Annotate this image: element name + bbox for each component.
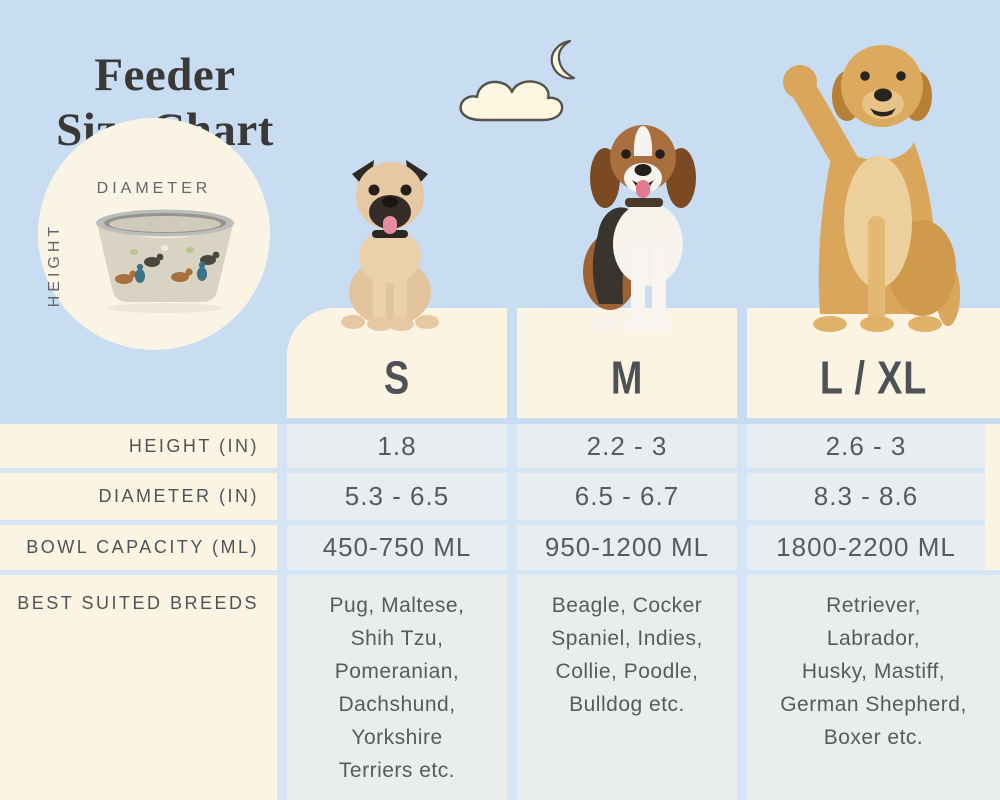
diameter-label: DIAMETER bbox=[96, 180, 212, 197]
height-value-s: 1.8 bbox=[287, 424, 507, 468]
cloud-icon bbox=[450, 72, 572, 129]
height-label: HEIGHT bbox=[46, 222, 63, 308]
diameter-value-lxl: 8.3 - 8.6 bbox=[747, 473, 985, 520]
diameter-value-s: 5.3 - 6.5 bbox=[287, 473, 507, 520]
capacity-value-s: 450-750 ML bbox=[287, 525, 507, 570]
size-label-m: M bbox=[610, 350, 644, 404]
pug-photo bbox=[334, 144, 446, 341]
height-value-m: 2.2 - 3 bbox=[517, 424, 737, 468]
bowl-diagram-badge: DIAMETER HEIGHT bbox=[38, 118, 270, 350]
row-label-diameter: DIAMETER (IN) bbox=[0, 473, 277, 520]
capacity-value-lxl: 1800-2200 ML bbox=[747, 525, 985, 570]
row-label-breeds: BEST SUITED BREEDS bbox=[0, 575, 277, 800]
size-label-lxl: L / XL bbox=[819, 350, 928, 404]
breeds-value-lxl: Retriever, Labrador, Husky, Mastiff, Ger… bbox=[747, 575, 1000, 800]
capacity-value-m: 950-1200 ML bbox=[517, 525, 737, 570]
beagle-photo bbox=[568, 112, 723, 341]
diameter-value-m: 6.5 - 6.7 bbox=[517, 473, 737, 520]
moon-icon bbox=[543, 38, 583, 87]
height-value-lxl: 2.6 - 3 bbox=[747, 424, 985, 468]
breeds-value-m: Beagle, Cocker Spaniel, Indies, Collie, … bbox=[517, 575, 737, 800]
dog-bowl-icon bbox=[90, 206, 240, 319]
size-label-s: S bbox=[383, 350, 411, 404]
golden-retriever-photo bbox=[762, 16, 966, 343]
page-title-line1: Feeder bbox=[94, 49, 236, 101]
table-right-margin bbox=[985, 424, 1000, 570]
row-label-height: HEIGHT (IN) bbox=[0, 424, 277, 468]
size-table: HEIGHT (IN) 1.8 2.2 - 3 2.6 - 3 DIAMETER… bbox=[0, 424, 1000, 800]
row-label-capacity: BOWL CAPACITY (ML) bbox=[0, 525, 277, 570]
breeds-value-s: Pug, Maltese, Shih Tzu, Pomeranian, Dach… bbox=[287, 575, 507, 800]
